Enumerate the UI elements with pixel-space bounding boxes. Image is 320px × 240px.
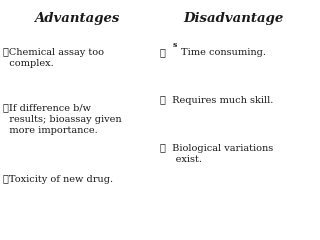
Text: ❮Toxicity of new drug.: ❮Toxicity of new drug.: [3, 175, 113, 184]
Text: Advantages: Advantages: [34, 12, 119, 25]
Text: ❮Chemical assay too
  complex.: ❮Chemical assay too complex.: [3, 48, 104, 68]
Text: ❮  Requires much skill.: ❮ Requires much skill.: [160, 96, 273, 105]
Text: Time consuming.: Time consuming.: [181, 48, 266, 57]
Text: ❮If difference b/w
  results; bioassay given
  more importance.: ❮If difference b/w results; bioassay giv…: [3, 103, 122, 135]
Text: ❮  Biological variations
     exist.: ❮ Biological variations exist.: [160, 144, 273, 164]
Text: Disadvantage: Disadvantage: [183, 12, 284, 25]
Text: s: s: [172, 41, 177, 49]
Text: ❮: ❮: [160, 48, 166, 57]
